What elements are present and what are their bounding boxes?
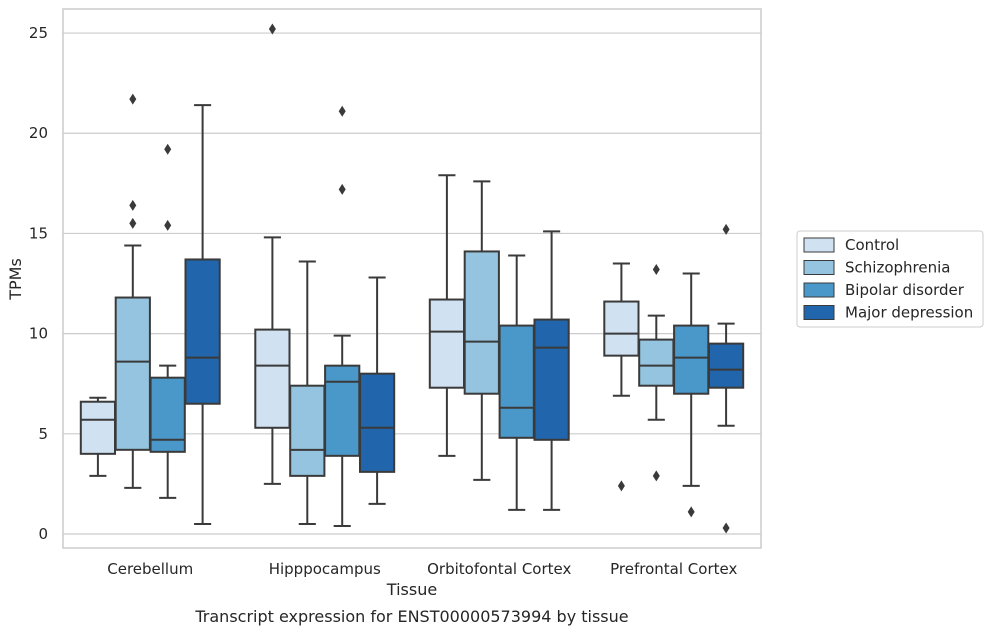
x-tick-label: Orbitofontal Cortex (427, 560, 571, 578)
box-group (463, 180, 500, 481)
box-group (324, 105, 361, 527)
outlier-point (338, 105, 346, 117)
box (254, 328, 291, 429)
outlier-point (164, 219, 172, 231)
outlier-point (164, 143, 172, 155)
box-group (79, 396, 117, 477)
y-tick-label: 15 (29, 224, 48, 242)
outlier-point (129, 199, 137, 211)
x-tick-label: Hipppocampus (269, 560, 381, 578)
box-group (358, 276, 396, 505)
outlier-point (129, 93, 137, 105)
box (463, 250, 500, 395)
box (324, 364, 361, 457)
box (707, 342, 745, 389)
y-tick-label: 20 (29, 124, 48, 142)
legend-frame (796, 230, 984, 328)
box (603, 300, 640, 357)
legend-swatch (803, 305, 835, 320)
box-group (114, 93, 151, 489)
box-group (289, 260, 326, 525)
x-tick-labels: Cerebellum Hipppocampus Orbitofontal Corte… (107, 560, 737, 578)
y-tick-label: 0 (38, 525, 48, 543)
plot-frame (62, 8, 762, 549)
y-tick-label: 10 (29, 325, 48, 343)
box (358, 372, 396, 473)
outlier-point (338, 183, 346, 195)
box-group (638, 263, 675, 482)
outlier-point (268, 23, 276, 35)
x-axis-label: Tissue (386, 580, 437, 599)
box (498, 324, 535, 439)
box-group (533, 230, 570, 511)
legend-swatch (803, 237, 835, 253)
box-group (603, 262, 640, 492)
box-group (184, 104, 221, 525)
outlier-point (129, 217, 137, 229)
box-group (707, 223, 745, 534)
legend-label: Major depression (845, 304, 973, 322)
box (638, 338, 675, 387)
y-tick-label: 5 (38, 425, 48, 443)
x-tick-label: Cerebellum (107, 560, 193, 578)
box (184, 258, 221, 405)
outlier-point (652, 263, 660, 275)
outlier-point (722, 522, 730, 534)
box-group (498, 254, 535, 511)
y-axis-label: TPMs (6, 258, 25, 301)
outlier-point (722, 223, 730, 235)
box (79, 400, 117, 455)
box (533, 318, 570, 441)
legend: Control Schizophrenia Bipolar disorder Majo… (796, 230, 984, 328)
boxes (79, 23, 745, 534)
box-group (149, 143, 186, 499)
legend-swatch (803, 260, 835, 275)
box (428, 298, 466, 389)
outlier-point (652, 470, 660, 482)
box (673, 324, 710, 395)
y-tick-labels: 0 5 10 15 20 25 (29, 24, 48, 543)
outlier-point (617, 480, 625, 492)
legend-label: Bipolar disorder (845, 281, 965, 299)
legend-swatch (803, 282, 835, 298)
box-group (428, 174, 466, 457)
x-tick-label: Prefrontal Cortex (610, 560, 737, 578)
legend-label: Schizophrenia (845, 259, 950, 277)
chart-title: Transcript expression for ENST0000057399… (194, 607, 628, 626)
box-group (673, 272, 710, 518)
outlier-point (687, 506, 695, 518)
y-tick-label: 25 (29, 24, 48, 42)
box-group (254, 23, 291, 485)
box (114, 296, 151, 451)
box (289, 384, 326, 477)
legend-label: Control (845, 236, 899, 254)
